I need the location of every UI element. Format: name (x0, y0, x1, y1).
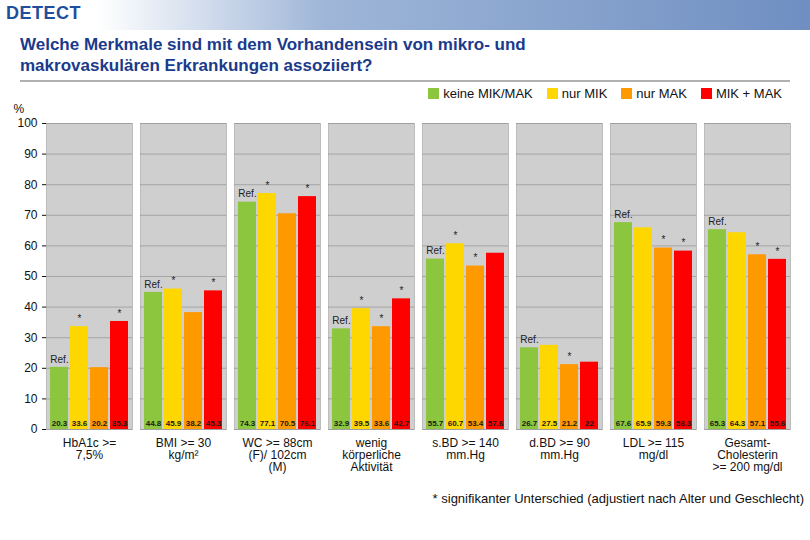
svg-text:HbA1c >=7,5%: HbA1c >=7,5% (63, 436, 116, 462)
svg-text:59.3: 59.3 (656, 419, 672, 428)
svg-text:*: * (474, 252, 478, 263)
svg-text:22: 22 (585, 419, 594, 428)
svg-text:WC >= 88cm(F)/ 102cm(M): WC >= 88cm(F)/ 102cm(M) (242, 436, 312, 474)
svg-text:*: * (454, 230, 458, 241)
svg-text:100: 100 (17, 116, 37, 130)
svg-text:42.7: 42.7 (394, 419, 410, 428)
svg-text:d.BD >= 90mm.Hg: d.BD >= 90mm.Hg (529, 436, 590, 462)
svg-text:Gesamt-Cholesterin>= 200 mg/dl: Gesamt-Cholesterin>= 200 mg/dl (712, 436, 782, 474)
svg-text:45.3: 45.3 (206, 419, 222, 428)
svg-text:*: * (78, 313, 82, 324)
svg-text:*: * (682, 237, 686, 248)
svg-text:*: * (172, 275, 176, 286)
svg-text:57.6: 57.6 (488, 419, 504, 428)
svg-text:10: 10 (24, 392, 38, 406)
html-text:nur MAK: nur MAK (636, 86, 687, 101)
svg-text:67.6: 67.6 (616, 419, 632, 428)
svg-text:44.8: 44.8 (146, 419, 162, 428)
svg-text:45.9: 45.9 (166, 419, 182, 428)
svg-text:58.3: 58.3 (676, 419, 692, 428)
svg-text:60.7: 60.7 (448, 419, 464, 428)
svg-text:57.1: 57.1 (750, 419, 766, 428)
svg-text:*: * (756, 241, 760, 252)
svg-text:80: 80 (24, 178, 38, 192)
svg-text:0: 0 (31, 422, 38, 436)
svg-text:Ref.: Ref. (708, 216, 726, 227)
svg-text:65.3: 65.3 (710, 419, 726, 428)
svg-text:35.3: 35.3 (112, 419, 128, 428)
svg-text:33.6: 33.6 (374, 419, 390, 428)
svg-text:*: * (212, 277, 216, 288)
svg-text:70.5: 70.5 (280, 419, 296, 428)
html-text:keine MIK/MAK: keine MIK/MAK (443, 86, 533, 101)
svg-text:Ref.: Ref. (238, 188, 256, 199)
svg-text:*: * (380, 313, 384, 324)
svg-text:LDL >= 115mg/dl: LDL >= 115mg/dl (623, 436, 685, 462)
svg-text:74.3: 74.3 (240, 419, 256, 428)
svg-text:76.1: 76.1 (300, 419, 316, 428)
svg-text:27.5: 27.5 (542, 419, 558, 428)
html-text:DETECT: DETECT (6, 3, 81, 23)
svg-text:s.BD >= 140mm.Hg: s.BD >= 140mm.Hg (432, 436, 499, 462)
svg-text:40: 40 (24, 300, 38, 314)
svg-text:55.7: 55.7 (428, 419, 444, 428)
svg-text:Ref.: Ref. (426, 245, 444, 256)
html-text:* signifikanter Unterschied (a: * signifikanter Unterschied (adjustiert … (432, 491, 804, 506)
svg-text:70: 70 (24, 208, 38, 222)
svg-text:*: * (118, 308, 122, 319)
svg-text:50: 50 (24, 269, 38, 283)
svg-text:BMI >= 30kg/m²: BMI >= 30kg/m² (156, 436, 212, 462)
svg-text:33.6: 33.6 (72, 419, 88, 428)
svg-text:90: 90 (24, 147, 38, 161)
svg-text:65.9: 65.9 (636, 419, 652, 428)
svg-text:30: 30 (24, 331, 38, 345)
html-text:nur MIK: nur MIK (561, 86, 608, 101)
svg-text:55.6: 55.6 (770, 419, 786, 428)
svg-text:*: * (306, 183, 310, 194)
svg-text:*: * (266, 180, 270, 191)
html-text:MIK + MAK: MIK + MAK (715, 86, 782, 101)
html-text:Welche Merkmale sind mit dem V: Welche Merkmale sind mit dem Vorhandense… (20, 35, 526, 75)
svg-text:wenigkörperlicheAktivität: wenigkörperlicheAktivität (342, 436, 401, 474)
svg-text:64.3: 64.3 (730, 419, 746, 428)
svg-text:38.2: 38.2 (186, 419, 202, 428)
svg-text:Ref.: Ref. (50, 354, 68, 365)
svg-text:Ref.: Ref. (332, 315, 350, 326)
svg-text:39.5: 39.5 (354, 419, 370, 428)
svg-text:Ref.: Ref. (520, 334, 538, 345)
svg-text:*: * (360, 295, 364, 306)
svg-text:*: * (662, 234, 666, 245)
svg-text:%: % (14, 102, 25, 116)
svg-text:60: 60 (24, 239, 38, 253)
svg-text:*: * (400, 285, 404, 296)
svg-text:32.9: 32.9 (334, 419, 350, 428)
svg-text:53.4: 53.4 (468, 419, 484, 428)
svg-text:20: 20 (24, 361, 38, 375)
svg-text:Ref.: Ref. (614, 209, 632, 220)
svg-text:26.7: 26.7 (522, 419, 538, 428)
svg-text:*: * (776, 246, 780, 257)
svg-text:20.2: 20.2 (92, 419, 108, 428)
svg-text:21.2: 21.2 (562, 419, 578, 428)
svg-text:20.3: 20.3 (52, 419, 68, 428)
svg-text:*: * (568, 351, 572, 362)
svg-text:Ref.: Ref. (144, 279, 162, 290)
svg-text:77.1: 77.1 (260, 419, 276, 428)
